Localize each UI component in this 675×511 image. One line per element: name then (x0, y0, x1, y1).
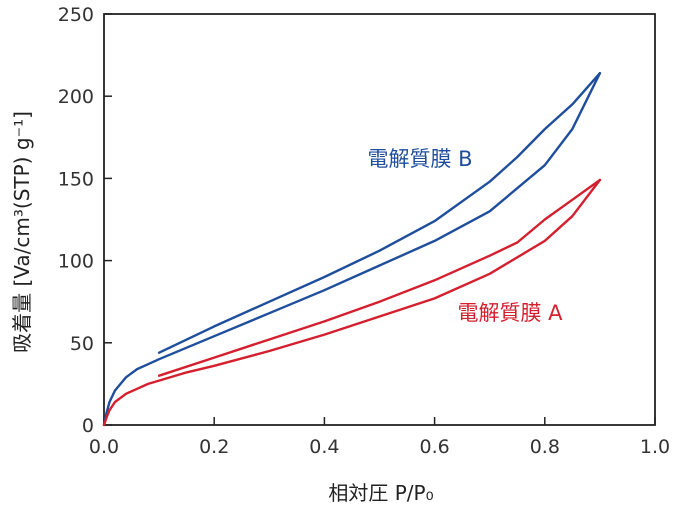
x-tick-label: 0.8 (530, 436, 560, 458)
y-tick-label: 200 (58, 86, 94, 108)
y-axis-ticks: 0 50 100 150 200 250 (58, 4, 112, 437)
x-tick-label: 0.2 (199, 436, 229, 458)
x-tick-label: 0.6 (419, 436, 449, 458)
x-axis-title: 相対圧 P/P₀ (328, 481, 433, 505)
x-tick-label: 1.0 (640, 436, 670, 458)
y-tick-label: 50 (70, 333, 94, 355)
series-layer (102, 72, 602, 427)
series-label-b: 電解質膜 B (367, 147, 472, 171)
x-tick-label: 0.0 (89, 436, 119, 458)
series-b-desorption-line (157, 72, 602, 354)
series-label-a: 電解質膜 A (457, 301, 563, 325)
y-tick-label: 150 (58, 168, 94, 190)
y-tick-label: 0 (82, 415, 94, 437)
y-tick-label: 100 (58, 251, 94, 273)
y-tick-label: 250 (58, 4, 94, 26)
plot-area: 0 50 100 150 200 250 0.0 0.2 0.4 0.6 0.8 1.0 (58, 4, 670, 458)
plot-frame (103, 13, 656, 426)
series-a-adsorption-line (102, 178, 602, 427)
series-b-adsorption-line (102, 72, 602, 427)
series-a-desorption-line (157, 178, 602, 377)
x-tick-label: 0.4 (309, 436, 339, 458)
x-axis-ticks: 0.0 0.2 0.4 0.6 0.8 1.0 (89, 417, 670, 458)
y-axis-title: 吸着量 [Va/cm³(STP) g⁻¹] (10, 111, 34, 353)
